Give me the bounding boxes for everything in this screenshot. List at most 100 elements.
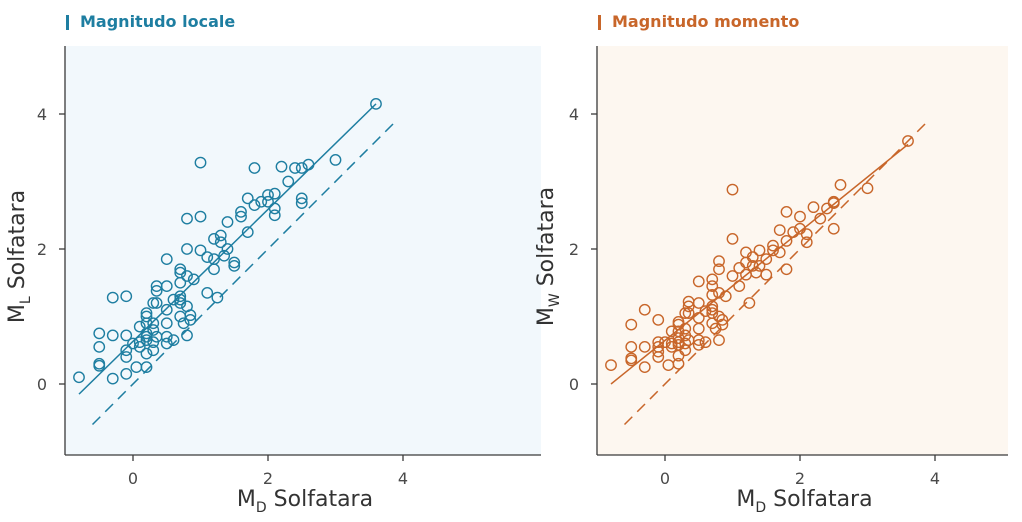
- chart-2-point: [706, 280, 719, 293]
- chart-2-title-marker: [598, 15, 601, 30]
- chart-1-point: [106, 372, 119, 385]
- chart-2-point: [638, 303, 651, 316]
- chart-1-point: [93, 340, 106, 353]
- chart-1-x-tick-label: 2: [263, 469, 273, 488]
- chart-1-title: Magnitudo locale: [80, 12, 235, 31]
- chart-2-point: [713, 334, 725, 347]
- chart-2-point: [692, 297, 705, 309]
- chart-1-point: [268, 187, 281, 200]
- chart-1-point: [133, 340, 146, 353]
- chart-2-point: [706, 303, 719, 316]
- chart-1-point: [167, 293, 180, 306]
- chart-2-point: [780, 234, 793, 247]
- chart-1-y-tick-label: 0: [37, 375, 47, 394]
- chart-1-point: [106, 329, 119, 342]
- chart-1-point: [120, 329, 133, 342]
- chart-2-point: [699, 336, 712, 349]
- chart-2-x-tick-label: 0: [660, 469, 670, 488]
- chart-2-point: [834, 178, 847, 191]
- chart-2-point: [773, 224, 786, 237]
- chart-2-point: [780, 263, 793, 276]
- chart-1: Magnitudo locale 0 2 4 0 2 4 MD Solfatara ML Sol…: [5, 12, 541, 516]
- chart-1-x-tick-label: 4: [398, 469, 408, 488]
- chart-1-point: [194, 244, 207, 257]
- chart-2-point: [827, 197, 840, 210]
- chart-1-point: [140, 334, 153, 347]
- chart-2-point: [692, 338, 705, 351]
- chart-2-point: [733, 280, 746, 293]
- chart-2-x-tick-label: 2: [795, 469, 805, 488]
- chart-2-point: [713, 255, 725, 268]
- chart-1-point: [181, 329, 193, 342]
- chart-2-point: [773, 246, 786, 259]
- chart-2-point: [767, 244, 779, 257]
- chart-1-point: [181, 243, 193, 255]
- chart-1-point: [167, 334, 180, 347]
- chart-2-point: [827, 222, 840, 235]
- chart-2-point: [625, 340, 638, 353]
- chart-2-y-tick-label: 0: [569, 375, 579, 394]
- chart-1-point: [268, 209, 281, 222]
- chart-1-point: [228, 256, 241, 269]
- chart-2-point: [780, 205, 793, 218]
- chart-2-point: [713, 286, 725, 299]
- chart-1-point: [140, 347, 153, 360]
- chart-1-title-marker: [66, 15, 69, 30]
- chart-1-point: [181, 212, 193, 225]
- chart-2-point: [706, 273, 719, 286]
- chart-2-point: [902, 135, 914, 147]
- chart-1-point: [262, 195, 274, 208]
- chart-2-point: [682, 300, 695, 313]
- chart-1-point: [181, 270, 193, 282]
- chart-1-point: [150, 297, 163, 309]
- chart-1-point: [160, 337, 173, 350]
- chart-1-point: [93, 327, 106, 340]
- chart-1-point: [235, 210, 247, 223]
- chart-1-point: [255, 195, 268, 208]
- chart-1-point: [295, 197, 308, 210]
- chart-1-point: [187, 273, 200, 286]
- chart-1-point: [184, 309, 197, 322]
- chart-1-point: [174, 297, 187, 309]
- chart-1-point: [214, 229, 227, 242]
- chart-1-point: [120, 351, 133, 363]
- chart-1-point: [241, 226, 254, 239]
- chart-2-y-tick-label: 4: [569, 105, 579, 124]
- chart-1-point: [160, 330, 173, 343]
- chart-1-point: [295, 192, 308, 205]
- chart-2-point: [726, 183, 739, 196]
- chart-1-point: [174, 293, 187, 306]
- chart-1-point: [211, 291, 224, 304]
- chart-1-point: [160, 280, 173, 293]
- chart-1-point: [275, 160, 288, 173]
- chart-1-y-axis-label: ML Solfatara: [5, 190, 34, 323]
- chart-1-point: [147, 324, 160, 336]
- chart-2-point: [767, 239, 779, 252]
- chart-1-point: [302, 158, 315, 171]
- chart-2-point: [672, 318, 685, 331]
- chart-2-point: [625, 354, 638, 367]
- chart-1-point: [160, 253, 173, 266]
- chart-1-point: [93, 359, 106, 372]
- chart-1-point: [201, 286, 214, 299]
- chart-2-point: [679, 307, 692, 320]
- chart-2-point: [605, 359, 617, 371]
- chart-1-point: [120, 290, 133, 303]
- chart-1-point: [194, 156, 207, 169]
- chart-2-point: [679, 344, 692, 357]
- chart-1-point: [177, 317, 190, 330]
- chart-2-point: [760, 253, 773, 266]
- chart-1-point: [194, 210, 207, 223]
- chart-1-point: [147, 297, 160, 309]
- chart-2-point: [794, 210, 806, 223]
- chart-1-point: [147, 317, 160, 330]
- chart-2-point: [625, 318, 638, 331]
- chart-2-point: [638, 361, 651, 374]
- chart-2-point: [672, 357, 685, 370]
- chart-2-point: [665, 325, 678, 338]
- chart-1-point: [73, 371, 85, 384]
- chart-2-point: [706, 300, 719, 313]
- chart-2-title: Magnitudo momento: [612, 12, 799, 31]
- chart-1-y-tick-label: 2: [37, 240, 47, 259]
